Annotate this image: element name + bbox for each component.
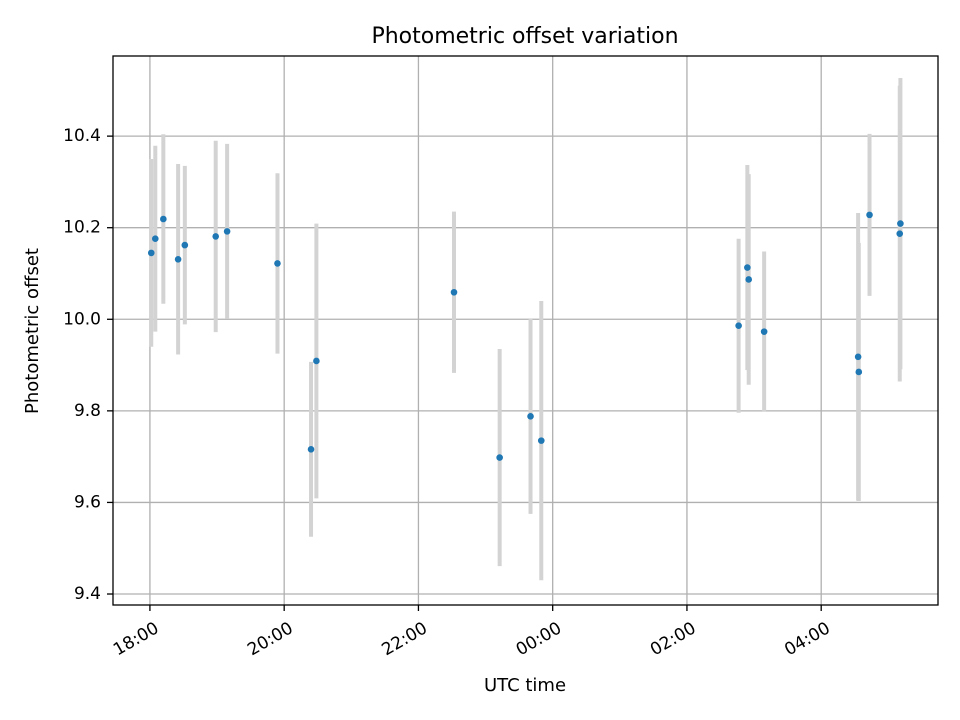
data-point <box>313 357 320 365</box>
x-axis-label: UTC time <box>484 675 566 696</box>
y-tick-label: 9.6 <box>74 492 101 512</box>
data-point <box>450 288 458 296</box>
y-axis-ticks: 9.4 9.6 9.8 10.0 10.2 10.4 <box>63 126 113 604</box>
y-tick-label: 10.2 <box>63 218 101 238</box>
data-point <box>181 241 189 249</box>
data-point <box>151 235 159 242</box>
data-point <box>147 249 155 257</box>
y-tick-label: 9.8 <box>74 401 101 421</box>
data-point <box>527 413 534 420</box>
data-point <box>537 437 545 444</box>
data-point <box>855 368 863 376</box>
data-point <box>223 228 231 235</box>
data-point <box>735 322 742 329</box>
data-point <box>160 215 167 223</box>
y-axis-label: Photometric offset <box>22 248 43 414</box>
data-point <box>897 220 904 227</box>
grid <box>113 56 938 605</box>
data-point <box>760 328 768 335</box>
data-point <box>745 276 752 283</box>
data-point <box>212 233 220 240</box>
y-tick-label: 10.4 <box>63 126 101 146</box>
plot-frame <box>112 55 939 606</box>
data-point <box>896 230 904 237</box>
data-point <box>866 211 873 219</box>
data-points <box>147 211 904 461</box>
data-point <box>854 353 862 361</box>
y-tick-label: 10.0 <box>63 309 101 329</box>
data-point <box>744 264 751 271</box>
data-point <box>307 446 315 453</box>
chart-title: Photometric offset variation <box>371 24 678 49</box>
data-point <box>274 260 281 267</box>
y-tick-label: 9.4 <box>74 584 101 604</box>
data-point <box>496 454 503 461</box>
data-point <box>174 255 182 263</box>
